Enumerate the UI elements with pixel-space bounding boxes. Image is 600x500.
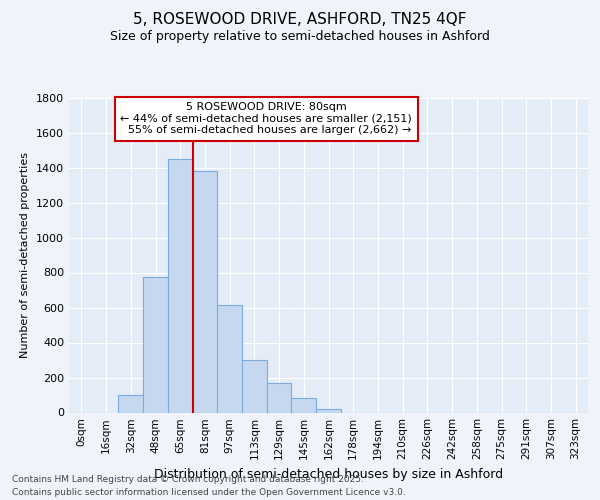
X-axis label: Distribution of semi-detached houses by size in Ashford: Distribution of semi-detached houses by … xyxy=(154,468,503,481)
Text: 5, ROSEWOOD DRIVE, ASHFORD, TN25 4QF: 5, ROSEWOOD DRIVE, ASHFORD, TN25 4QF xyxy=(133,12,467,28)
Bar xyxy=(118,395,143,412)
Bar xyxy=(217,305,242,412)
Bar xyxy=(242,360,267,412)
Y-axis label: Number of semi-detached properties: Number of semi-detached properties xyxy=(20,152,31,358)
Bar xyxy=(292,398,316,412)
Bar xyxy=(193,171,217,412)
Bar xyxy=(143,277,168,412)
Text: 5 ROSEWOOD DRIVE: 80sqm
← 44% of semi-detached houses are smaller (2,151)
  55% : 5 ROSEWOOD DRIVE: 80sqm ← 44% of semi-de… xyxy=(121,102,412,136)
Text: Size of property relative to semi-detached houses in Ashford: Size of property relative to semi-detach… xyxy=(110,30,490,43)
Bar xyxy=(316,409,341,412)
Text: Contains public sector information licensed under the Open Government Licence v3: Contains public sector information licen… xyxy=(12,488,406,497)
Bar xyxy=(168,159,193,412)
Bar xyxy=(267,383,292,412)
Text: Contains HM Land Registry data © Crown copyright and database right 2025.: Contains HM Land Registry data © Crown c… xyxy=(12,475,364,484)
